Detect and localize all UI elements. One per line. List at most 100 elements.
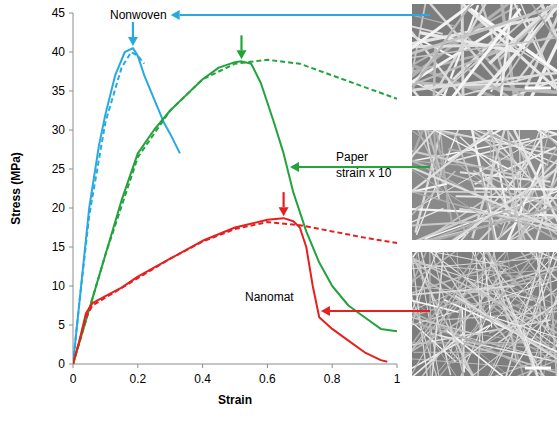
series-label: Paper — [336, 150, 368, 164]
x-tick-label: 0 — [70, 372, 77, 386]
data-line — [73, 218, 387, 364]
x-tick — [73, 364, 74, 368]
fiber — [481, 172, 501, 240]
annotation: strain x 10 — [336, 166, 392, 180]
scale-bar — [525, 87, 551, 90]
fiber — [412, 155, 557, 240]
fiber — [515, 47, 557, 89]
series-label: Nonwoven — [110, 8, 167, 22]
fiber — [459, 209, 557, 232]
y-tick-label: 20 — [52, 201, 66, 215]
fiber — [450, 328, 489, 376]
y-tick-label: 45 — [52, 6, 66, 20]
y-tick-label: 5 — [58, 318, 65, 332]
fiber — [436, 131, 557, 240]
y-tick — [69, 286, 73, 287]
fiber — [412, 142, 499, 227]
y-tick — [69, 208, 73, 209]
x-tick — [137, 364, 138, 368]
fiber — [412, 188, 529, 225]
peak-arrow-head — [128, 37, 138, 46]
fiber — [412, 4, 533, 96]
fiber — [412, 4, 557, 58]
x-axis — [73, 364, 397, 365]
fiber — [412, 130, 508, 169]
y-tick-label: 40 — [52, 45, 66, 59]
data-line — [73, 61, 397, 364]
fiber — [490, 177, 557, 235]
fiber — [412, 342, 538, 343]
model-line — [73, 52, 144, 364]
fiber — [412, 252, 557, 339]
x-tick-label: 0.4 — [194, 372, 211, 386]
peak-arrow — [283, 192, 285, 207]
y-tick — [69, 13, 73, 14]
x-tick-label: 0.8 — [324, 372, 341, 386]
image-arrow-head — [321, 306, 330, 316]
x-tick — [397, 364, 398, 368]
y-tick-label: 25 — [52, 162, 66, 176]
y-tick-label: 10 — [52, 279, 66, 293]
fiber — [475, 4, 557, 96]
sem-image — [412, 252, 557, 376]
y-tick — [69, 52, 73, 53]
x-tick — [267, 364, 268, 368]
y-tick-label: 0 — [58, 357, 65, 371]
y-tick — [69, 364, 73, 365]
y-axis-title: Stress (MPa) — [9, 152, 23, 225]
fiber — [412, 130, 447, 237]
peak-arrow-head — [279, 207, 289, 216]
peak-arrow — [240, 35, 242, 50]
x-tick-label: 0.6 — [259, 372, 276, 386]
x-tick — [332, 364, 333, 368]
fiber — [412, 130, 484, 212]
image-arrow — [299, 166, 430, 168]
fiber — [412, 130, 503, 228]
fiber — [412, 208, 514, 240]
fiber — [475, 189, 557, 190]
y-tick — [69, 169, 73, 170]
series-group — [73, 48, 397, 364]
image-arrow — [180, 14, 430, 16]
series-label: Nanomat — [245, 290, 294, 304]
model-line — [73, 60, 397, 364]
y-tick-label: 30 — [52, 123, 66, 137]
chart: 0 5 10 15 20 25 30 35 40 45 0 0.2 0.4 0.6 0.8 1 Strain St… — [0, 0, 559, 434]
fiber — [412, 268, 506, 376]
y-tick — [69, 91, 73, 92]
fiber — [412, 286, 515, 296]
image-arrow-head — [290, 162, 299, 172]
fiber — [412, 252, 459, 360]
image-arrow-head — [171, 10, 180, 20]
fiber — [456, 196, 557, 198]
x-tick — [202, 364, 203, 368]
sem-image — [412, 4, 557, 96]
data-line — [73, 48, 180, 364]
y-tick-label: 15 — [52, 240, 66, 254]
image-arrow — [330, 310, 430, 312]
y-tick — [69, 130, 73, 131]
x-tick-label: 1 — [394, 372, 401, 386]
fiber — [444, 300, 557, 376]
fiber — [412, 191, 490, 192]
peak-arrow-head — [236, 50, 246, 59]
fiber — [494, 290, 557, 376]
fiber — [516, 130, 557, 168]
model-line — [73, 222, 397, 364]
fiber — [412, 311, 481, 336]
fiber — [538, 130, 546, 220]
y-tick — [69, 325, 73, 326]
peak-arrow — [132, 22, 134, 37]
sem-image — [412, 130, 557, 240]
scale-bar — [525, 367, 551, 370]
y-tick-label: 35 — [52, 84, 66, 98]
fiber — [422, 130, 442, 175]
fiber — [461, 277, 540, 376]
fiber — [489, 130, 549, 240]
x-tick-label: 0.2 — [129, 372, 146, 386]
y-tick — [69, 247, 73, 248]
y-axis — [73, 13, 74, 364]
fiber — [412, 252, 480, 376]
fiber — [412, 252, 539, 371]
x-axis-title: Strain — [218, 393, 252, 407]
